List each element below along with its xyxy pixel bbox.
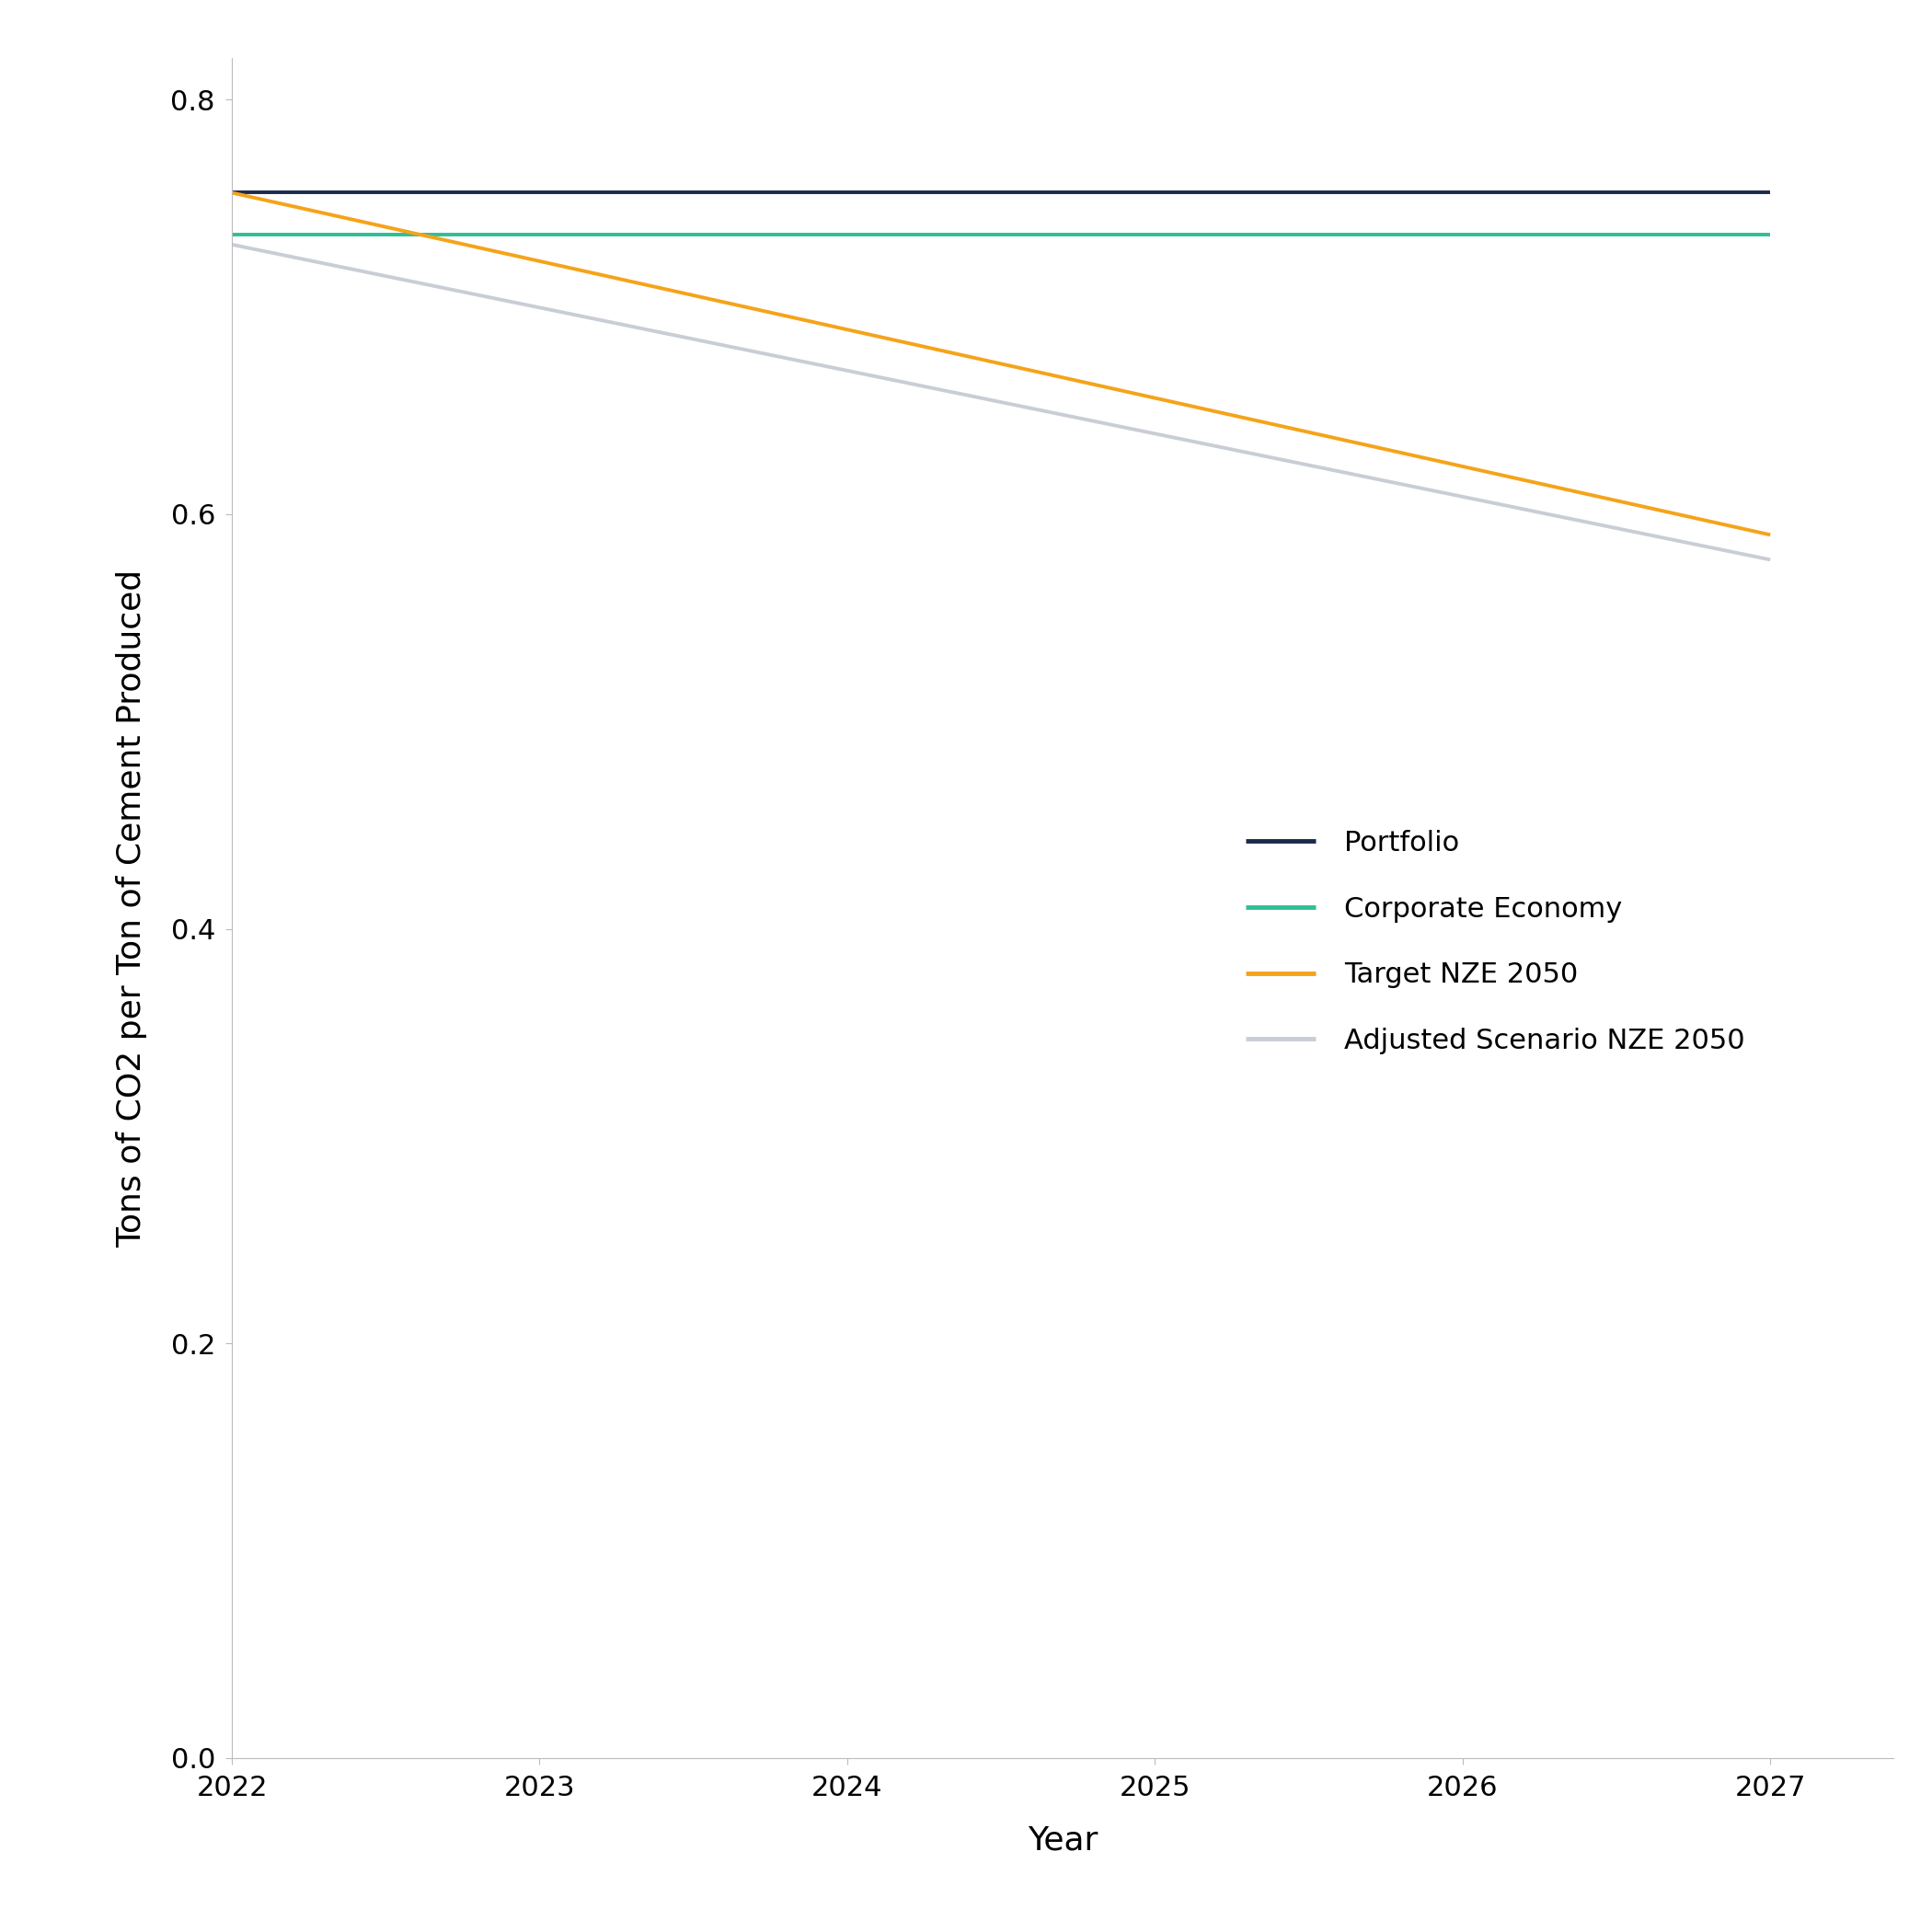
X-axis label: Year: Year <box>1028 1824 1097 1857</box>
Legend: Portfolio, Corporate Economy, Target NZE 2050, Adjusted Scenario NZE 2050: Portfolio, Corporate Economy, Target NZE… <box>1235 819 1756 1066</box>
Y-axis label: Tons of CO2 per Ton of Cement Produced: Tons of CO2 per Ton of Cement Produced <box>116 568 147 1248</box>
